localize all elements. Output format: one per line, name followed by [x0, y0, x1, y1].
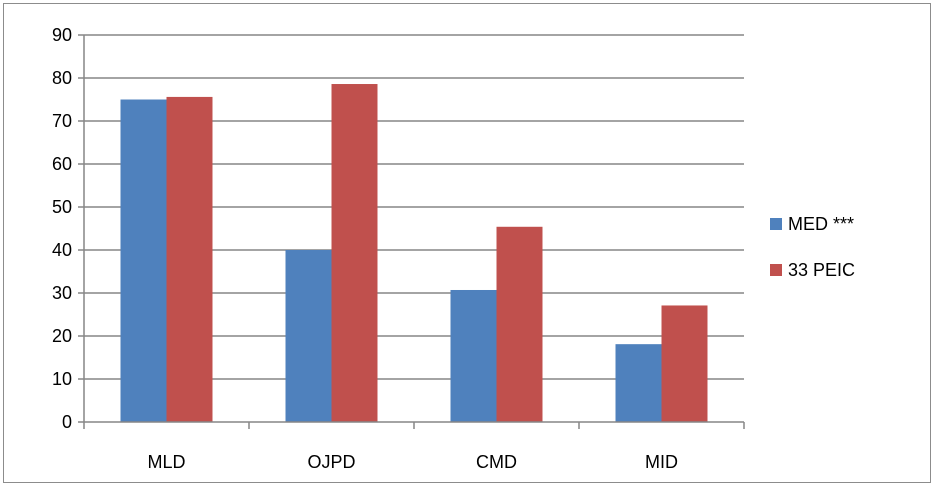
x-tick-label: CMD	[476, 452, 517, 472]
y-tick-label: 60	[52, 154, 72, 174]
legend-label: 33 PEIC	[788, 260, 855, 280]
legend-swatch	[770, 218, 782, 230]
y-tick-label: 10	[52, 369, 72, 389]
legend-item: MED ***	[770, 214, 854, 234]
y-tick-label: 40	[52, 240, 72, 260]
x-tick-labels: MLD OJPD CMD MID	[147, 452, 678, 472]
bars	[120, 84, 708, 423]
y-tick-label: 90	[52, 25, 72, 45]
x-tick-label: MLD	[147, 452, 185, 472]
bar-33-peic-ojpd	[331, 84, 378, 423]
legend-swatch	[770, 264, 782, 276]
bar-med-ojpd	[285, 250, 332, 422]
x-tick-label: MID	[645, 452, 678, 472]
bar-33-peic-mld	[166, 96, 213, 423]
y-tick-label: 80	[52, 68, 72, 88]
bar-33-peic-cmd	[496, 226, 543, 422]
y-tick-label: 50	[52, 197, 72, 217]
bar-med-cmd	[450, 289, 497, 422]
bar-33-peic-mid	[661, 305, 708, 422]
bar-med-mld	[120, 99, 167, 422]
x-tick-label: OJPD	[307, 452, 355, 472]
y-tick-label: 0	[62, 412, 72, 432]
bar-med-mid	[615, 344, 662, 422]
y-tick-labels: 0 10 20 30 40 50 60 70 80 90	[52, 25, 72, 432]
legend-item: 33 PEIC	[770, 260, 855, 280]
y-tick-label: 30	[52, 283, 72, 303]
legend-label: MED ***	[788, 214, 854, 234]
axes	[78, 34, 745, 429]
y-tick-label: 70	[52, 111, 72, 131]
y-tick-label: 20	[52, 326, 72, 346]
legend: MED *** 33 PEIC	[770, 214, 855, 280]
